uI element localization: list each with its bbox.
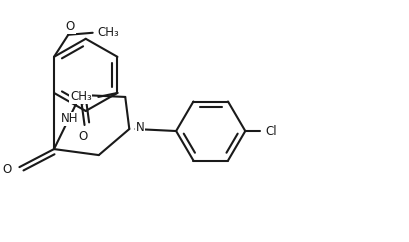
Text: O: O [65,20,75,33]
Text: O: O [3,163,12,176]
Text: CH₃: CH₃ [70,91,92,103]
Text: NH: NH [61,113,79,126]
Text: Cl: Cl [265,125,276,137]
Text: N: N [135,121,144,134]
Text: CH₃: CH₃ [97,26,119,39]
Text: O: O [78,130,87,143]
